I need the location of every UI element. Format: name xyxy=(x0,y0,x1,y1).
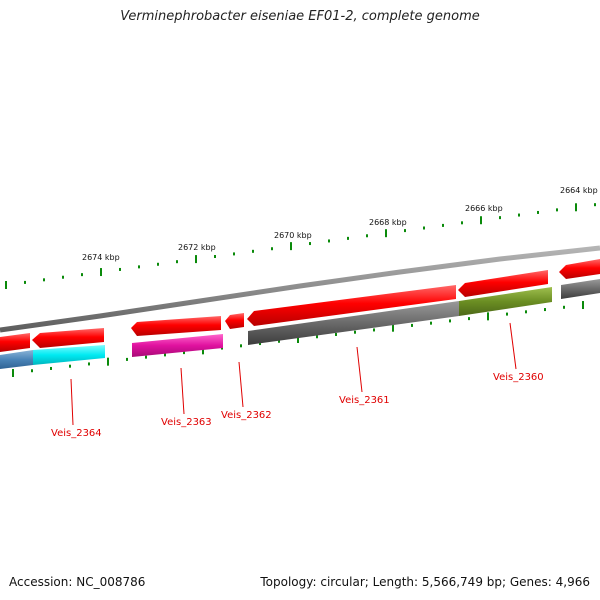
kbp-label-2672: 2672 kbp xyxy=(178,243,216,252)
cog-bar-blue[interactable] xyxy=(0,350,33,369)
kbp-label-2666: 2666 kbp xyxy=(465,204,503,213)
cds-track xyxy=(0,259,600,352)
label-leaders xyxy=(70,322,517,426)
kbp-label-2668: 2668 kbp xyxy=(369,218,407,227)
cog-bar-gray[interactable] xyxy=(561,279,600,299)
cog-bar-veis-2364[interactable] xyxy=(33,345,105,365)
kbp-label-2664: 2664 kbp xyxy=(560,186,598,195)
leader-veis-2360 xyxy=(509,322,517,370)
kbp-label-2674: 2674 kbp xyxy=(82,253,120,262)
leader-veis-2364 xyxy=(70,378,74,426)
gene-label-veis-2361[interactable]: Veis_2361 xyxy=(339,395,390,406)
cds-arrow-veis-2361[interactable] xyxy=(247,285,456,326)
cds-arrow-veis-2363[interactable] xyxy=(131,316,221,336)
cds-arrow[interactable] xyxy=(559,259,600,279)
gene-label-veis-2363[interactable]: Veis_2363 xyxy=(161,417,212,428)
cog-bar-veis-2360[interactable] xyxy=(459,287,552,316)
cds-arrow-veis-2360[interactable] xyxy=(458,270,548,297)
kbp-label-2670: 2670 kbp xyxy=(274,231,312,240)
genome-backbone xyxy=(0,245,600,333)
cds-arrow-veis-2362[interactable] xyxy=(225,313,244,329)
leader-veis-2363 xyxy=(180,367,185,415)
cds-arrow[interactable] xyxy=(0,333,30,352)
outer-kbp-ticks xyxy=(5,203,596,289)
cog-bar-veis-2363[interactable] xyxy=(132,334,223,357)
accession-text: Accession: NC_008786 xyxy=(9,575,146,589)
leader-veis-2362 xyxy=(238,361,244,408)
cog-bar-veis-2361[interactable] xyxy=(248,301,459,345)
gene-label-veis-2362[interactable]: Veis_2362 xyxy=(221,410,272,421)
genome-summary-text: Topology: circular; Length: 5,566,749 bp… xyxy=(260,575,590,589)
page-title: Verminephrobacter eiseniae EF01-2, compl… xyxy=(120,9,480,24)
cds-arrow-veis-2364[interactable] xyxy=(32,328,104,348)
cog-track xyxy=(0,279,600,369)
gene-label-veis-2364[interactable]: Veis_2364 xyxy=(51,428,102,439)
leader-veis-2361 xyxy=(356,346,363,393)
gene-label-veis-2360[interactable]: Veis_2360 xyxy=(493,372,544,383)
